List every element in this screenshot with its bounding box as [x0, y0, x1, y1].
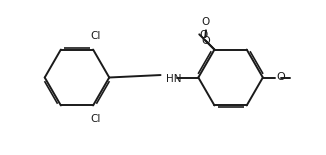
Text: O: O	[276, 73, 285, 82]
Text: O: O	[200, 29, 208, 40]
Text: HN: HN	[166, 74, 182, 84]
Text: O: O	[202, 17, 210, 27]
Text: O: O	[202, 36, 211, 46]
Text: Cl: Cl	[90, 31, 101, 41]
Text: Cl: Cl	[90, 114, 101, 124]
